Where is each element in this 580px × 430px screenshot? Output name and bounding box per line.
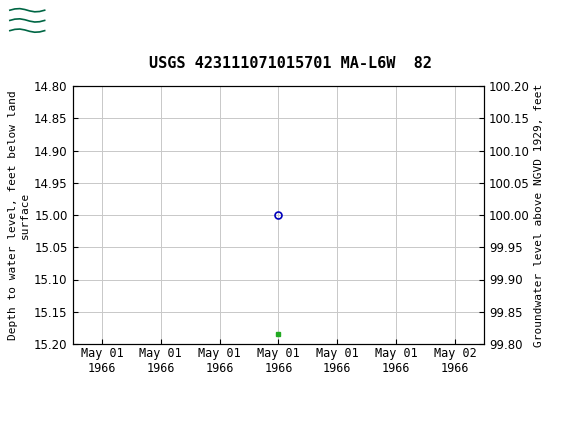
Y-axis label: Groundwater level above NGVD 1929, feet: Groundwater level above NGVD 1929, feet	[534, 83, 544, 347]
Text: USGS 423111071015701 MA-L6W  82: USGS 423111071015701 MA-L6W 82	[148, 56, 432, 71]
Bar	[7, 5, 48, 36]
Text: USGS: USGS	[56, 12, 111, 29]
Y-axis label: Depth to water level, feet below land
surface: Depth to water level, feet below land su…	[8, 90, 30, 340]
